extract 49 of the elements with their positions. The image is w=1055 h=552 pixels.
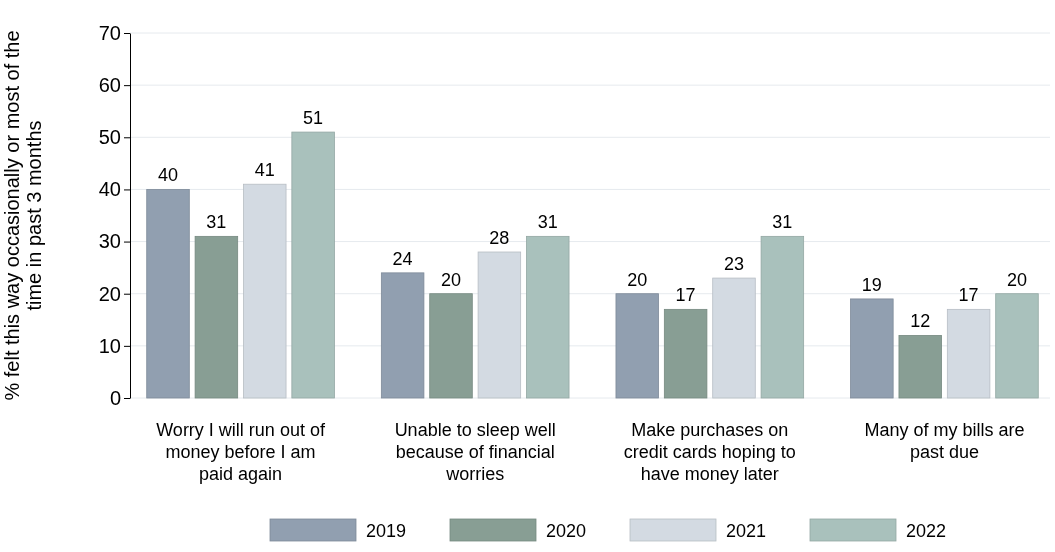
- bar: [898, 335, 942, 399]
- y-tick-label: 60: [98, 74, 121, 97]
- data-label: 24: [392, 248, 413, 269]
- bar: [946, 308, 991, 399]
- bar: [712, 277, 756, 399]
- bar: [663, 308, 708, 399]
- data-label: 40: [158, 165, 179, 186]
- data-label: 41: [254, 160, 275, 181]
- y-tick-label: 30: [98, 230, 121, 253]
- y-axis-title: % felt this way occasionally or most of the time in past 3 months: [1, 30, 45, 401]
- bar: [380, 272, 425, 399]
- bar: [850, 298, 894, 399]
- legend-label: 2021: [726, 521, 767, 541]
- y-tick-label: 0: [109, 386, 121, 409]
- x-tick-label: Make purchases on credit cards hoping to have money later: [623, 420, 796, 484]
- legend-label: 2022: [906, 521, 947, 541]
- data-label: 28: [489, 228, 510, 248]
- y-tick-label: 10: [98, 334, 121, 357]
- bar: [526, 235, 570, 399]
- data-label: 23: [723, 254, 745, 275]
- data-label: 31: [537, 212, 558, 233]
- data-label: 17: [958, 285, 979, 306]
- y-tick-label: 20: [98, 282, 121, 305]
- data-label: 51: [303, 108, 324, 129]
- bar: [477, 251, 522, 399]
- data-label: 20: [627, 269, 648, 290]
- bar: [760, 235, 805, 399]
- bar: [194, 235, 239, 399]
- data-label: 31: [772, 212, 793, 233]
- x-tick-label: Unable to sleep well because of financial worries: [394, 420, 556, 484]
- data-label: 20: [1006, 269, 1027, 290]
- legend-label: 2020: [546, 521, 587, 541]
- legend-label: 2019: [366, 521, 407, 541]
- bar: [429, 293, 473, 399]
- y-tick-label: 50: [98, 126, 121, 149]
- x-tick-label: Worry I will run out of money before I am paid again: [156, 420, 326, 484]
- x-tick-label: Many of my bills are past due: [864, 420, 1025, 462]
- bar: [146, 189, 190, 399]
- bar: [243, 183, 287, 399]
- y-tick-label: 40: [98, 178, 121, 201]
- bar: [995, 293, 1039, 399]
- bar: [291, 131, 335, 399]
- data-label: 20: [440, 269, 462, 290]
- y-tick-label: 70: [98, 21, 121, 44]
- data-label: 17: [675, 285, 696, 306]
- data-label: 12: [910, 311, 931, 332]
- data-label: 31: [206, 212, 227, 233]
- bar: [615, 293, 659, 399]
- data-label: 19: [861, 274, 882, 295]
